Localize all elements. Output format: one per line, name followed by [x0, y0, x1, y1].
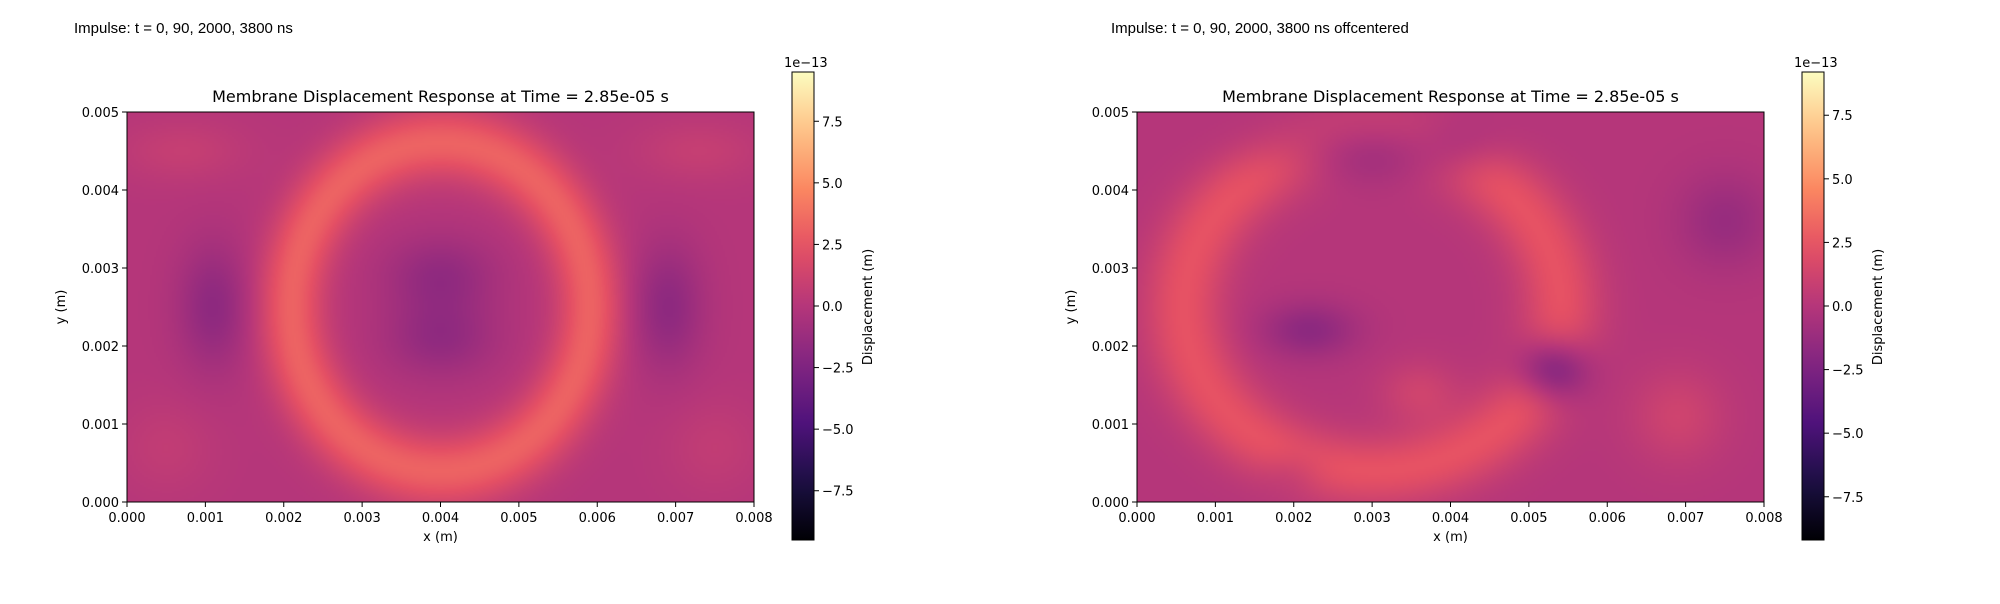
- x-tick-label: 0.003: [344, 511, 381, 526]
- colorbar-tick-label: −7.5: [1832, 491, 1864, 506]
- colorbar-tick-label: 7.5: [822, 115, 843, 130]
- x-tick-label: 0.001: [1197, 511, 1234, 526]
- y-tick-label: 0.001: [82, 418, 119, 433]
- x-tick-label: 0.007: [1667, 511, 1704, 526]
- x-tick-label: 0.007: [657, 511, 694, 526]
- colorbar-label: Displacement (m): [1871, 249, 1886, 365]
- x-tick-label: 0.008: [735, 511, 772, 526]
- y-tick-label: 0.004: [82, 184, 119, 199]
- colorbar-tick-label: 5.0: [822, 177, 843, 192]
- y-tick-label: 0.003: [1092, 262, 1129, 277]
- x-tick-label: 0.005: [1510, 511, 1547, 526]
- x-tick-label: 0.000: [1118, 511, 1155, 526]
- x-tick-label: 0.006: [579, 511, 616, 526]
- chart-title: Membrane Displacement Response at Time =…: [212, 87, 669, 106]
- y-tick-label: 0.005: [82, 106, 119, 121]
- heatmap-chart-2: Membrane Displacement Response at Time =…: [1064, 56, 1886, 545]
- colorbar-offset-text: 1e−13: [1794, 56, 1838, 71]
- x-axis-label: x (m): [1433, 530, 1468, 545]
- chart-title: Membrane Displacement Response at Time =…: [1222, 87, 1679, 106]
- colorbar-tick-label: 0.0: [1832, 300, 1853, 315]
- colorbar-tick-label: −5.0: [822, 423, 854, 438]
- colorbar-tick-label: 2.5: [822, 238, 843, 253]
- x-tick-label: 0.002: [1275, 511, 1312, 526]
- heatmap-image-1: [127, 112, 754, 502]
- x-tick-label: 0.001: [187, 511, 224, 526]
- y-tick-label: 0.005: [1092, 106, 1129, 121]
- colorbar-tick-label: −2.5: [822, 362, 854, 377]
- y-tick-label: 0.001: [1092, 418, 1129, 433]
- colorbar-label: Displacement (m): [861, 249, 876, 365]
- colorbar: [1801, 71, 1825, 541]
- caption-left: Impulse: t = 0, 90, 2000, 3800 ns: [74, 20, 293, 37]
- colorbar-tick-label: 0.0: [822, 300, 843, 315]
- colorbar-tick-label: 7.5: [1832, 109, 1853, 124]
- x-tick-label: 0.006: [1589, 511, 1626, 526]
- colorbar-tick-label: −7.5: [822, 485, 854, 500]
- x-tick-label: 0.002: [265, 511, 302, 526]
- y-axis-label: y (m): [54, 290, 69, 325]
- x-axis-label: x (m): [423, 530, 458, 545]
- colorbar-tick-label: 2.5: [1832, 236, 1853, 251]
- y-tick-label: 0.003: [82, 262, 119, 277]
- y-tick-label: 0.000: [82, 496, 119, 511]
- colorbar-offset-text: 1e−13: [784, 56, 828, 71]
- y-tick-label: 0.002: [82, 340, 119, 355]
- x-tick-label: 0.003: [1354, 511, 1391, 526]
- colorbar-tick-label: −5.0: [1832, 427, 1864, 442]
- colorbar-tick-label: −2.5: [1832, 364, 1864, 379]
- colorbar-tick-label: 5.0: [1832, 173, 1853, 188]
- y-axis-label: y (m): [1064, 290, 1079, 325]
- y-tick-label: 0.004: [1092, 184, 1129, 199]
- x-tick-label: 0.005: [500, 511, 537, 526]
- x-tick-label: 0.004: [1432, 511, 1469, 526]
- heatmap-chart-1: Membrane Displacement Response at Time =…: [54, 56, 876, 545]
- x-tick-label: 0.008: [1745, 511, 1782, 526]
- x-tick-label: 0.000: [108, 511, 145, 526]
- y-tick-label: 0.000: [1092, 496, 1129, 511]
- y-tick-label: 0.002: [1092, 340, 1129, 355]
- colorbar: [791, 71, 815, 541]
- heatmap-image-2: [1137, 112, 1764, 502]
- caption-right: Impulse: t = 0, 90, 2000, 3800 ns offcen…: [1111, 20, 1409, 37]
- x-tick-label: 0.004: [422, 511, 459, 526]
